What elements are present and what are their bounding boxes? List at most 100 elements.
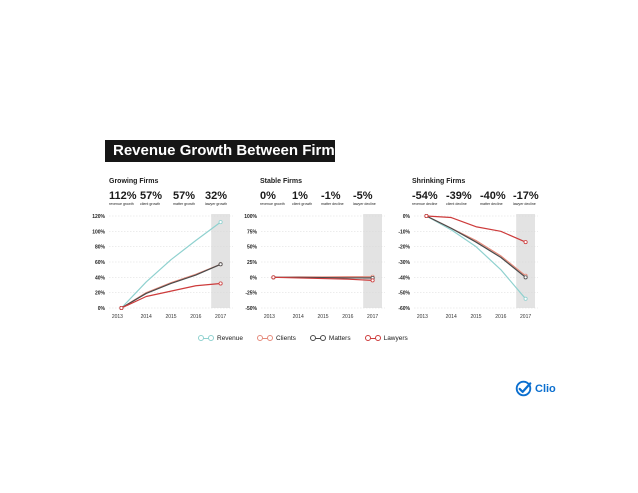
panel-title-shrinking: Shrinking Firms — [412, 178, 466, 185]
legend-swatch — [198, 335, 214, 341]
stat-value: 57% — [173, 190, 196, 202]
stat-value: 32% — [205, 190, 228, 202]
stat-growing-lawyers: 32% lawyer growth — [205, 190, 245, 207]
legend-label: Lawyers — [383, 334, 408, 342]
x-tick-label: 2016 — [342, 314, 353, 320]
y-tick-label: 50% — [247, 245, 258, 251]
stat-value: 112% — [109, 190, 137, 202]
check-circle-icon — [515, 380, 532, 397]
y-tick-label: 60% — [95, 260, 106, 266]
legend-swatch — [364, 335, 381, 341]
stat-label: lawyer decline — [513, 202, 536, 206]
stat-value: -17% — [513, 190, 539, 202]
stable-firms-chart: -50% -25% 0% 25% 50% 75% 100% 2013 2014 2015 2016 2… — [244, 214, 385, 320]
y-tick-label: 25% — [247, 260, 258, 266]
shaded-band — [363, 214, 382, 308]
data-point-lawyers — [218, 281, 223, 286]
legend-label: Clients — [276, 334, 296, 342]
x-tick-label: 2014 — [141, 314, 152, 320]
legend-label: Revenue — [217, 334, 244, 342]
y-tick-label: 0% — [403, 214, 411, 220]
data-point-lawyers — [424, 214, 429, 219]
stat-stable-matters: -1% matter decline — [321, 190, 361, 207]
legend-item-matters: Matters — [309, 334, 351, 342]
shaded-band — [516, 214, 535, 308]
y-tick-label: -60% — [398, 306, 410, 312]
shaded-band — [211, 214, 230, 308]
stat-stable-clients: 1% client growth — [292, 190, 332, 207]
stat-shrinking-revenue: -54% revenue decline — [412, 190, 452, 207]
series-line-lawyers — [121, 282, 221, 309]
legend-item-clients: Clients — [257, 335, 296, 342]
x-tick-label: 2017 — [367, 314, 378, 320]
stat-label: matter decline — [480, 202, 503, 206]
growing-firms-chart: 0% 20% 40% 60% 80% 100% 120% 2013 2014 2015 2016 20… — [92, 214, 233, 320]
x-tick-label: 2013 — [112, 314, 123, 320]
stat-label: lawyer growth — [205, 202, 228, 206]
y-tick-label: 100% — [92, 229, 105, 235]
data-point-lawyers — [523, 240, 528, 245]
y-tick-label: -25% — [245, 291, 257, 297]
stat-value: 0% — [260, 190, 276, 202]
legend-item-revenue: Revenue — [198, 335, 243, 342]
title-banner: Revenue Growth Between Firms — [105, 140, 343, 162]
series-line-revenue — [426, 215, 527, 300]
stat-shrinking-clients: -39% client decline — [446, 190, 486, 207]
x-tick-label: 2013 — [264, 314, 275, 320]
panel-title-growing: Growing Firms — [109, 178, 159, 185]
stat-value: -40% — [480, 190, 506, 202]
x-tick-label: 2015 — [470, 314, 481, 320]
stat-label: client growth — [140, 202, 161, 206]
y-tick-label: 20% — [95, 291, 106, 297]
stat-label: matter decline — [321, 202, 344, 206]
stat-label: matter growth — [173, 202, 195, 206]
stat-label: revenue growth — [260, 202, 285, 206]
legend-item-lawyers: Lawyers — [364, 334, 408, 342]
data-point-lawyers — [119, 306, 124, 311]
data-point-matters — [218, 262, 223, 267]
stat-stable-revenue: 0% revenue growth — [260, 190, 300, 207]
data-point-revenue — [218, 220, 223, 225]
stat-growing-clients: 57% client growth — [140, 190, 180, 207]
legend-swatch — [309, 335, 326, 341]
x-tick-label: 2014 — [446, 314, 457, 320]
panel-title-stable: Stable Firms — [260, 178, 303, 185]
stat-label: revenue growth — [109, 202, 134, 206]
series-line-matters — [426, 215, 526, 278]
series-line-matters — [121, 263, 221, 309]
y-tick-label: 75% — [247, 229, 258, 235]
y-tick-label: 120% — [92, 214, 105, 220]
x-tick-label: 2013 — [417, 314, 428, 320]
data-point-lawyers — [271, 275, 276, 280]
stat-shrinking-lawyers: -17% lawyer decline — [513, 190, 553, 207]
y-tick-label: 40% — [95, 275, 106, 281]
stat-label: client decline — [446, 202, 467, 206]
x-tick-label: 2016 — [190, 314, 201, 320]
legend-label: Matters — [328, 334, 351, 342]
x-tick-label: 2014 — [293, 314, 304, 320]
stat-label: lawyer decline — [353, 202, 376, 206]
stat-value: -39% — [446, 190, 472, 202]
shrinking-firms-chart: 0% -10% -20% -30% -40% -50% -60% 2013 2014 2015 20… — [398, 214, 538, 320]
legend-swatch — [257, 335, 274, 341]
y-tick-label: -50% — [245, 306, 257, 312]
stat-growing-revenue: 112% revenue growth — [109, 190, 149, 207]
stat-value: -54% — [412, 190, 438, 202]
y-tick-label: -40% — [398, 275, 410, 281]
y-tick-label: 80% — [95, 245, 106, 251]
stat-value: -1% — [321, 190, 341, 202]
series-line-lawyers — [426, 215, 526, 243]
y-tick-label: 0% — [250, 275, 258, 281]
y-tick-label: 0% — [98, 306, 106, 312]
series-line-revenue — [120, 221, 221, 309]
series-line-lawyers — [273, 276, 373, 281]
x-tick-label: 2017 — [215, 314, 226, 320]
stat-value: 57% — [140, 190, 163, 202]
y-tick-label: -20% — [398, 245, 410, 251]
data-point-revenue — [523, 296, 528, 301]
y-tick-label: 100% — [244, 214, 257, 220]
x-tick-label: 2016 — [495, 314, 506, 320]
data-point-lawyers — [370, 278, 375, 283]
stat-label: client growth — [292, 202, 313, 206]
